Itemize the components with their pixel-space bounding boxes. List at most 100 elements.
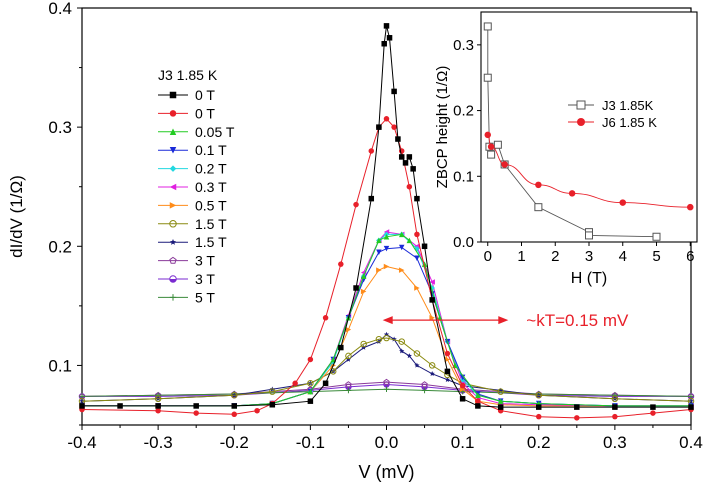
data-point [414, 285, 420, 291]
data-point [650, 404, 656, 410]
inset-x-tick-label: 2 [551, 248, 559, 265]
inset-series-1 [484, 131, 694, 211]
data-point [322, 315, 329, 321]
data-point [254, 407, 260, 414]
data-point [155, 403, 161, 409]
main-y-axis-label: dI/dV (1/Ω) [7, 175, 26, 258]
data-point [353, 201, 359, 208]
data-point [368, 195, 375, 202]
data-point [269, 388, 276, 395]
data-point [307, 398, 314, 404]
data-point [345, 381, 352, 388]
legend-marker [169, 220, 177, 228]
series-line [82, 233, 691, 407]
data-point [402, 160, 409, 166]
data-point [687, 203, 694, 211]
data-point [535, 391, 542, 399]
legend-label: 0.3 T [195, 179, 227, 195]
inset-y-tick-label: 0.1 [453, 168, 474, 185]
data-point [399, 348, 405, 354]
data-point [534, 203, 543, 212]
data-point [381, 40, 387, 47]
legend-label: 0.5 T [195, 197, 227, 213]
data-point [421, 243, 428, 250]
kt-annotation-text: ~kT=0.15 mV [526, 311, 629, 330]
data-point [459, 374, 466, 381]
data-point [501, 161, 508, 168]
inset-plot-frame [480, 11, 698, 243]
data-point [361, 344, 367, 350]
data-point [386, 35, 393, 41]
data-point [231, 391, 238, 399]
data-point [421, 381, 428, 388]
main-legend: J3 1.85 K 0 T 0 T 0.05 T 0.1 T 0.2 T 0.3 T 0.5 … [158, 67, 235, 305]
inset-y-tick-label: 0.3 [453, 37, 474, 54]
data-point [406, 154, 413, 160]
data-point [383, 116, 390, 122]
legend-label: 3 T [195, 253, 215, 269]
data-point [497, 404, 504, 410]
data-point [155, 407, 161, 414]
inset-chart: 0 1 2 3 4 5 6 0.0 0.1 0.2 0.3 H (T) ZBCP height (1/Ω… [434, 11, 698, 287]
data-point [619, 199, 626, 206]
data-point [574, 415, 580, 421]
data-point [360, 288, 367, 295]
main-x-tick-label: 0.1 [451, 433, 475, 452]
data-point [338, 344, 344, 351]
data-point [414, 362, 420, 368]
main-series-7 [78, 334, 695, 405]
legend-label: 1.5 T [195, 234, 227, 250]
data-point [406, 353, 412, 359]
kt-annotation: ~kT=0.15 mV [382, 311, 629, 330]
data-point [406, 237, 413, 244]
legend-label: J6 1.85 K [602, 115, 657, 130]
inset-x-tick-label: 3 [585, 248, 593, 265]
data-point [650, 410, 656, 416]
legend-marker [169, 256, 177, 264]
main-x-tick-label: -0.2 [220, 433, 249, 452]
data-point [459, 396, 466, 402]
data-point [193, 403, 199, 409]
data-point [536, 413, 542, 420]
main-x-tick-label: -0.1 [296, 433, 325, 452]
data-point [338, 261, 344, 267]
data-point [487, 143, 495, 150]
data-point [292, 380, 298, 387]
main-y-tick-label: 0.4 [48, 0, 72, 18]
data-point [475, 398, 481, 404]
data-point [368, 148, 375, 154]
data-point [444, 356, 451, 363]
data-point [414, 195, 420, 202]
data-point [652, 232, 661, 241]
main-series-8 [79, 331, 694, 404]
legend-label: 1.5 T [195, 216, 227, 232]
data-point [376, 338, 382, 344]
data-point [414, 255, 420, 261]
series-line [81, 337, 692, 402]
data-point [483, 22, 492, 31]
data-point [307, 380, 314, 387]
data-point [536, 404, 542, 410]
data-point [79, 403, 85, 409]
data-point [429, 279, 435, 285]
data-point [269, 401, 276, 408]
data-point [154, 395, 162, 403]
legend-label: 0 T [195, 105, 215, 121]
data-point [383, 334, 390, 342]
main-x-tick-label: 0.4 [679, 433, 703, 452]
data-point [360, 273, 367, 279]
inset-x-axis-label: H (T) [571, 270, 607, 287]
inset-x-tick-label: 5 [652, 248, 660, 265]
data-point [117, 403, 123, 409]
inset-x-tick-label: 4 [619, 248, 627, 265]
data-point [444, 350, 451, 357]
data-point [568, 190, 576, 197]
data-point [345, 387, 352, 394]
legend-marker [169, 146, 177, 154]
data-point [353, 285, 359, 291]
data-point [406, 183, 413, 190]
data-point [322, 380, 329, 387]
legend-marker-fill [169, 279, 177, 283]
main-series-0 [79, 23, 694, 410]
inset-legend: J3 1.85K J6 1.85 K [568, 98, 657, 130]
